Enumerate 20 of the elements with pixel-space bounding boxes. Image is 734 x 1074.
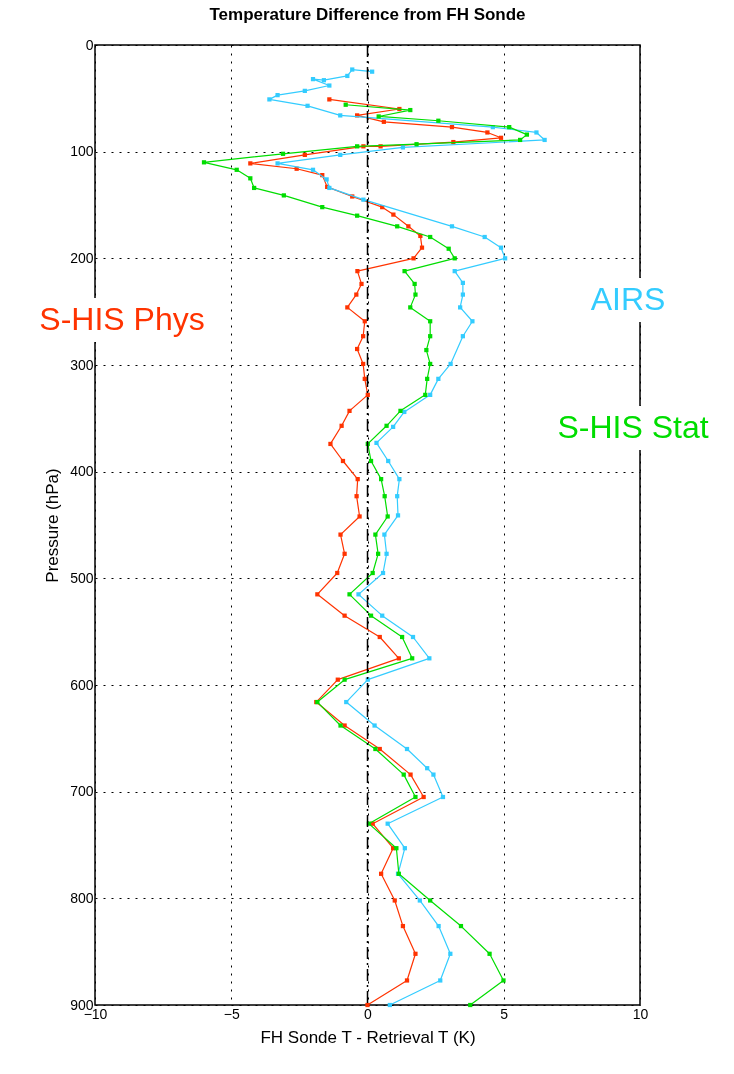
y-tick-label: 800 <box>70 889 94 906</box>
text: AIRS <box>590 281 666 317</box>
y-tick-label: 700 <box>70 783 94 800</box>
y-tick-label: 100 <box>70 143 94 160</box>
text: S-HIS Phys <box>39 301 205 337</box>
x-axis-title: FH Sonde T - Retrieval T (K) <box>260 1027 476 1047</box>
x-tick-label: −5 <box>223 1005 240 1022</box>
x-tick-label: 10 <box>632 1005 649 1022</box>
y-tick-label: 400 <box>70 463 94 480</box>
y-tick-label: 300 <box>70 356 94 373</box>
text: S-HIS Stat <box>557 409 709 445</box>
x-tick-label: 0 <box>364 1005 373 1022</box>
y-tick-label: 900 <box>70 996 94 1013</box>
x-tick-label: 5 <box>500 1005 509 1022</box>
y-tick-label: 500 <box>70 569 94 586</box>
y-tick-label: 200 <box>70 249 94 266</box>
chart-title: Temperature Difference from FH Sonde <box>209 5 526 24</box>
y-tick-label: 0 <box>85 36 94 53</box>
y-axis-title: Pressure (hPa) <box>43 468 63 583</box>
y-tick-label: 600 <box>70 676 94 693</box>
